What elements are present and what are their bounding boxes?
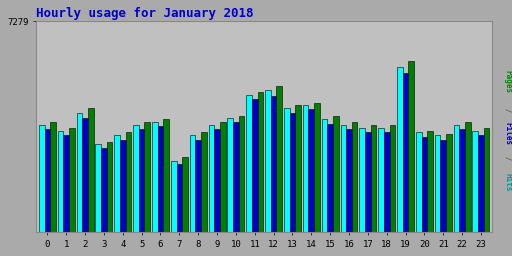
Bar bbox=[333, 116, 338, 232]
Bar bbox=[346, 129, 352, 232]
Bar bbox=[227, 118, 233, 232]
Bar bbox=[252, 99, 258, 232]
Bar bbox=[201, 132, 207, 232]
Bar bbox=[114, 135, 120, 232]
Bar bbox=[384, 132, 390, 232]
Bar bbox=[39, 125, 45, 232]
Bar bbox=[409, 61, 414, 232]
Bar bbox=[63, 135, 69, 232]
Bar bbox=[352, 122, 357, 232]
Bar bbox=[120, 140, 125, 232]
Bar bbox=[446, 134, 452, 232]
Bar bbox=[50, 122, 56, 232]
Bar bbox=[182, 157, 188, 232]
Bar bbox=[390, 125, 395, 232]
Bar bbox=[271, 96, 276, 232]
Bar bbox=[478, 135, 484, 232]
Bar bbox=[473, 131, 478, 232]
Bar bbox=[359, 128, 365, 232]
Bar bbox=[133, 125, 139, 232]
Bar bbox=[290, 113, 295, 232]
Bar bbox=[421, 137, 427, 232]
Bar bbox=[378, 128, 384, 232]
Bar bbox=[125, 132, 131, 232]
Text: Pages: Pages bbox=[503, 70, 512, 93]
Bar bbox=[171, 161, 177, 232]
Bar bbox=[327, 124, 333, 232]
Bar bbox=[435, 135, 440, 232]
Bar bbox=[314, 103, 320, 232]
Bar bbox=[196, 140, 201, 232]
Bar bbox=[208, 125, 214, 232]
Bar bbox=[107, 142, 113, 232]
Text: Files: Files bbox=[503, 122, 512, 145]
Bar bbox=[152, 122, 158, 232]
Text: /: / bbox=[503, 108, 512, 112]
Bar bbox=[303, 105, 308, 232]
Bar bbox=[246, 94, 252, 232]
Text: Hits: Hits bbox=[503, 173, 512, 191]
Bar bbox=[214, 129, 220, 232]
Bar bbox=[484, 128, 489, 232]
Bar bbox=[427, 131, 433, 232]
Bar bbox=[82, 118, 88, 232]
Bar bbox=[276, 86, 282, 232]
Bar bbox=[95, 144, 101, 232]
Bar bbox=[69, 128, 75, 232]
Bar bbox=[371, 125, 376, 232]
Bar bbox=[163, 119, 169, 232]
Bar bbox=[88, 108, 94, 232]
Text: /: / bbox=[503, 156, 512, 161]
Bar bbox=[239, 116, 244, 232]
Bar bbox=[295, 105, 301, 232]
Bar bbox=[177, 164, 182, 232]
Bar bbox=[265, 90, 271, 232]
Bar bbox=[308, 109, 314, 232]
Bar bbox=[416, 132, 421, 232]
Bar bbox=[258, 92, 263, 232]
Bar bbox=[440, 140, 446, 232]
Bar bbox=[397, 67, 403, 232]
Bar bbox=[322, 119, 327, 232]
Bar bbox=[139, 129, 144, 232]
Text: Hourly usage for January 2018: Hourly usage for January 2018 bbox=[36, 7, 253, 20]
Bar bbox=[158, 126, 163, 232]
Bar bbox=[465, 122, 471, 232]
Bar bbox=[233, 122, 239, 232]
Bar bbox=[144, 122, 150, 232]
Bar bbox=[190, 135, 196, 232]
Bar bbox=[45, 129, 50, 232]
Bar bbox=[77, 113, 82, 232]
Bar bbox=[459, 129, 465, 232]
Bar bbox=[284, 108, 290, 232]
Bar bbox=[101, 148, 107, 232]
Bar bbox=[403, 73, 409, 232]
Bar bbox=[454, 125, 459, 232]
Bar bbox=[365, 132, 371, 232]
Bar bbox=[58, 131, 63, 232]
Bar bbox=[220, 122, 225, 232]
Bar bbox=[340, 125, 346, 232]
